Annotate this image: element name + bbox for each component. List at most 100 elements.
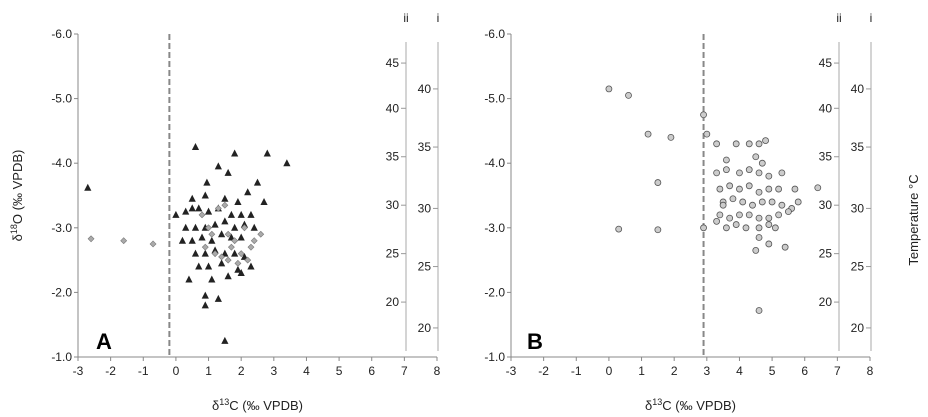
secondary-tick-label: 35 [418,140,432,154]
data-point-triangle [195,204,203,212]
panel-letter: B [527,329,543,354]
data-point-diamond [214,204,222,212]
data-point-diamond [227,243,235,251]
data-point-circle [745,140,753,148]
data-point-circle [654,226,662,234]
data-point-triangle [231,249,239,257]
x-tick-label: 5 [336,364,343,378]
data-point-triangle [221,249,229,257]
data-point-circle [785,208,792,216]
data-point-triangle [211,246,219,254]
data-point-circle [749,201,756,209]
secondary-tick-label: 40 [819,101,833,115]
data-point-triangle [185,275,193,283]
x-tick-label: 2 [671,364,678,378]
data-point-triangle [84,183,92,191]
data-point-circle [762,137,769,144]
secondary-tick-label: 25 [418,260,432,274]
data-point-triangle [203,178,211,186]
data-point-triangle [250,223,258,231]
data-point-circle [755,169,763,177]
data-point-circle [723,224,730,232]
secondary-tick-label: 20 [386,295,400,309]
data-point-triangle [221,194,229,202]
data-point-diamond [218,253,226,261]
data-point-circle [729,195,737,203]
data-point-circle [752,247,760,254]
data-point-triangle [231,223,239,231]
data-point-circle [745,182,753,190]
data-point-triangle [224,168,232,176]
data-point-triangle [195,262,203,270]
data-point-circle [752,153,760,161]
data-point-circle [732,140,740,148]
data-point-circle [625,91,632,99]
data-point-triangle [240,220,249,228]
secondary-tick-label: 35 [819,150,833,164]
data-point-circle [615,225,623,233]
data-point-triangle [260,197,268,205]
data-point-triangle [191,249,200,257]
data-point-diamond [247,243,255,251]
y-tick-label: -6.0 [51,27,72,41]
data-point-circle [765,240,773,248]
data-point-circle [778,201,786,209]
data-point-diamond [211,250,219,258]
data-point-circle [814,184,822,192]
data-point-circle [644,130,652,138]
data-point-triangle [178,236,187,244]
data-point-diamond [205,224,212,232]
data-point-triangle [247,262,255,270]
data-point-triangle [182,207,190,215]
x-tick-label: 2 [238,364,245,378]
data-point-triangle [237,233,245,241]
x-tick-label: 6 [801,364,808,378]
data-point-circle [703,130,711,138]
data-point-circle [755,234,763,241]
x-tick-label: 0 [606,364,613,378]
data-point-circle [716,211,724,219]
data-point-circle [791,185,799,193]
data-point-diamond [241,224,248,232]
data-point-circle [755,307,763,314]
data-point-circle [765,185,773,193]
data-point-diamond [198,211,206,219]
secondary-tick-label: 20 [418,321,432,335]
data-point-triangle [204,262,213,270]
data-point-circle [755,224,763,232]
data-point-triangle [253,178,262,186]
data-point-circle [716,185,724,193]
secondary-tick-label: 40 [851,82,865,96]
y-tick-label: -4.0 [51,156,72,170]
data-point-circle [745,211,753,219]
data-point-triangle [218,230,226,238]
data-point-circle [765,214,773,222]
panel-a: -1.0-2.0-3.0-4.0-5.0-6.0-3 -2 -1 0 1 2 3 4 5 6 7 8δ… [9,11,441,413]
data-point-triangle [191,143,200,151]
data-point-triangle [191,223,200,231]
y-tick-label: -1.0 [484,350,505,364]
data-point-circle [755,188,763,196]
data-point-circle [713,169,721,177]
data-point-circle [781,243,789,251]
x-tick-label: 0 [173,364,180,378]
data-point-triangle [221,217,229,225]
x-tick-label: -1 [138,364,149,378]
secondary-axis-ii-header: ii [836,11,841,25]
secondary-tick-label: 25 [819,247,833,261]
data-point-circle [713,217,721,225]
data-point-circle [794,198,802,206]
data-point-triangle [208,275,216,283]
data-point-circle [775,185,783,193]
data-point-triangle [227,233,235,241]
data-point-triangle [227,210,235,218]
x-tick-label: -2 [538,364,549,378]
data-point-triangle [214,162,222,170]
secondary-tick-label: 20 [819,295,833,309]
data-point-diamond [250,237,258,245]
x-tick-label: 1 [638,364,645,378]
data-point-triangle [234,197,242,205]
data-point-circle [736,211,743,219]
y-tick-label: -6.0 [484,27,505,41]
